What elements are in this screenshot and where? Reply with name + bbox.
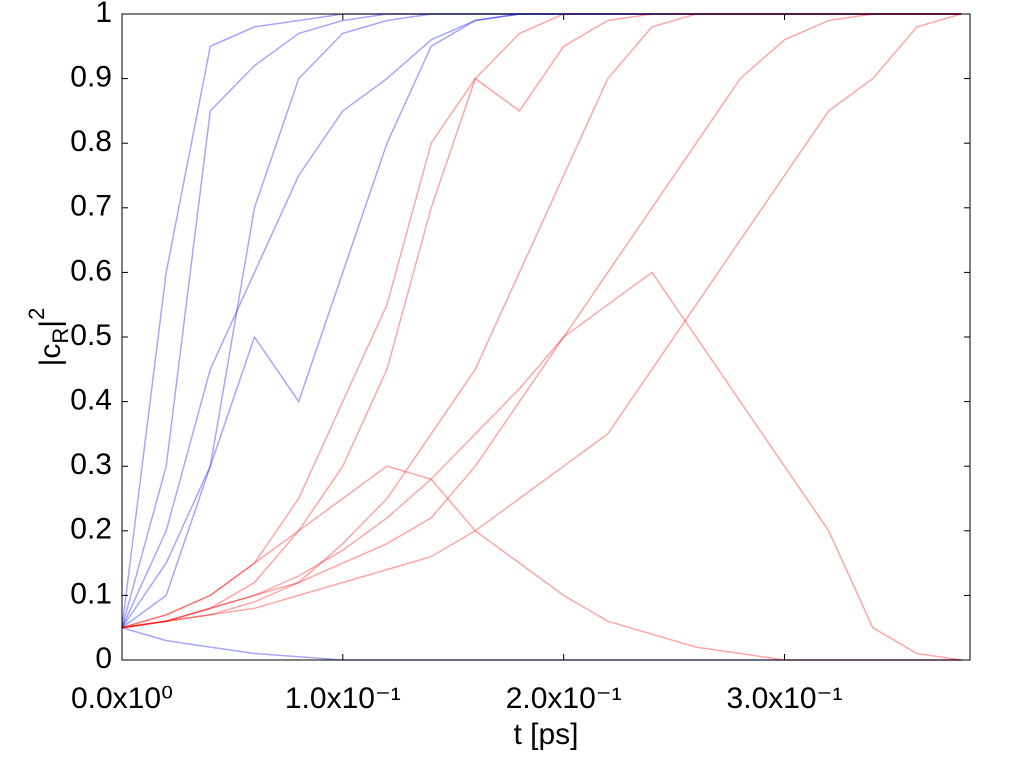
y-label-sub: R (48, 328, 73, 344)
y-label-sup: 2 (24, 308, 49, 320)
y-tick-label: 0.5 (70, 319, 112, 352)
y-tick-label: 0.3 (70, 448, 112, 481)
x-tick-label: 3.0x10⁻¹ (727, 682, 843, 715)
trajectory-line (121, 465, 962, 661)
y-axis-label: |cR|2 (24, 308, 73, 367)
y-tick-label: 0.2 (70, 513, 112, 546)
x-axis-label: t [ps] (513, 718, 578, 751)
y-label-part: |c (34, 344, 67, 367)
y-tick-label: 0.8 (70, 125, 112, 158)
y-label-part: | (34, 320, 67, 328)
y-tick-label: 0.7 (70, 190, 112, 223)
plot-area (121, 13, 962, 661)
y-tick-label: 1 (95, 0, 112, 29)
x-tick-label: 0.0x10⁰ (71, 682, 173, 715)
trajectory-line (121, 13, 962, 629)
y-tick-label: 0.4 (70, 384, 112, 417)
trajectory-line (121, 626, 962, 661)
x-tick-label: 2.0x10⁻¹ (506, 682, 622, 715)
x-tick-label: 1.0x10⁻¹ (285, 682, 401, 715)
y-tick-label: 0 (95, 642, 112, 675)
y-tick-label: 0.6 (70, 254, 112, 287)
y-tick-label: 0.9 (70, 61, 112, 94)
trajectory-line (121, 271, 962, 661)
y-tick-label: 0.1 (70, 577, 112, 610)
trajectory-line (121, 13, 962, 629)
